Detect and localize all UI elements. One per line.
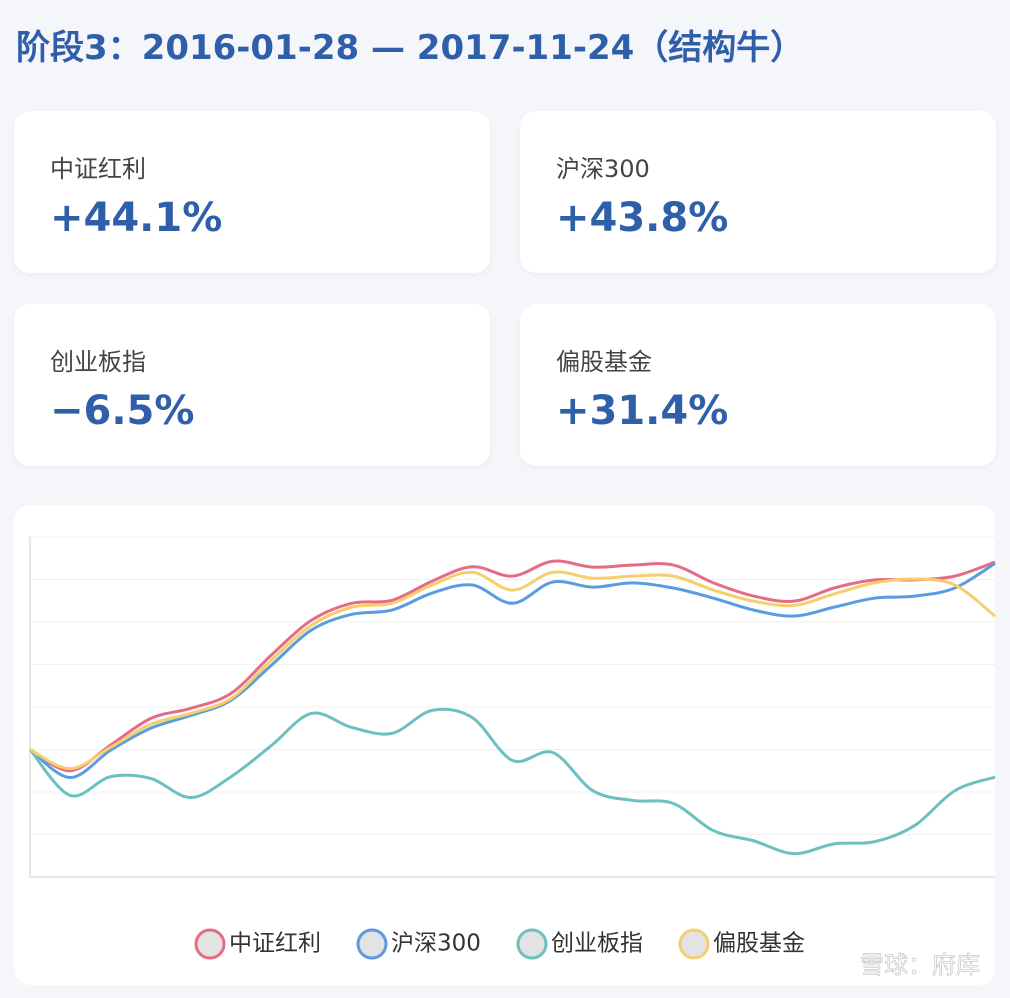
legend-marker xyxy=(356,928,388,960)
legend-marker xyxy=(516,928,548,960)
page-title: 阶段3：2016-01-28 — 2017-11-24（结构牛） xyxy=(16,28,805,68)
card-value: +44.1% xyxy=(50,195,223,241)
card-value: +43.8% xyxy=(556,195,729,241)
legend-marker xyxy=(678,928,710,960)
watermark: 雪球：府库 xyxy=(860,951,980,979)
legend-label: 沪深300 xyxy=(391,931,481,957)
legend-label: 中证红利 xyxy=(229,931,321,957)
chart-card xyxy=(14,505,995,985)
card-label: 中证红利 xyxy=(50,155,146,183)
stat-card: 偏股基金 +31.4% xyxy=(520,304,996,466)
series-line xyxy=(28,707,996,856)
legend-label: 创业板指 xyxy=(551,931,643,957)
legend-label: 偏股基金 xyxy=(713,931,805,957)
stat-card: 中证红利 +44.1% xyxy=(14,111,490,273)
card-label: 偏股基金 xyxy=(556,348,652,376)
series-line xyxy=(29,559,996,773)
stat-card: 沪深300 +43.8% xyxy=(520,111,996,273)
stat-card: 创业板指 −6.5% xyxy=(14,304,490,466)
legend-marker xyxy=(194,928,226,960)
card-value: −6.5% xyxy=(50,388,195,434)
series-line xyxy=(29,562,996,780)
card-label: 创业板指 xyxy=(50,348,146,376)
card-label: 沪深300 xyxy=(556,155,650,183)
card-value: +31.4% xyxy=(556,388,729,434)
series-line xyxy=(29,570,996,771)
